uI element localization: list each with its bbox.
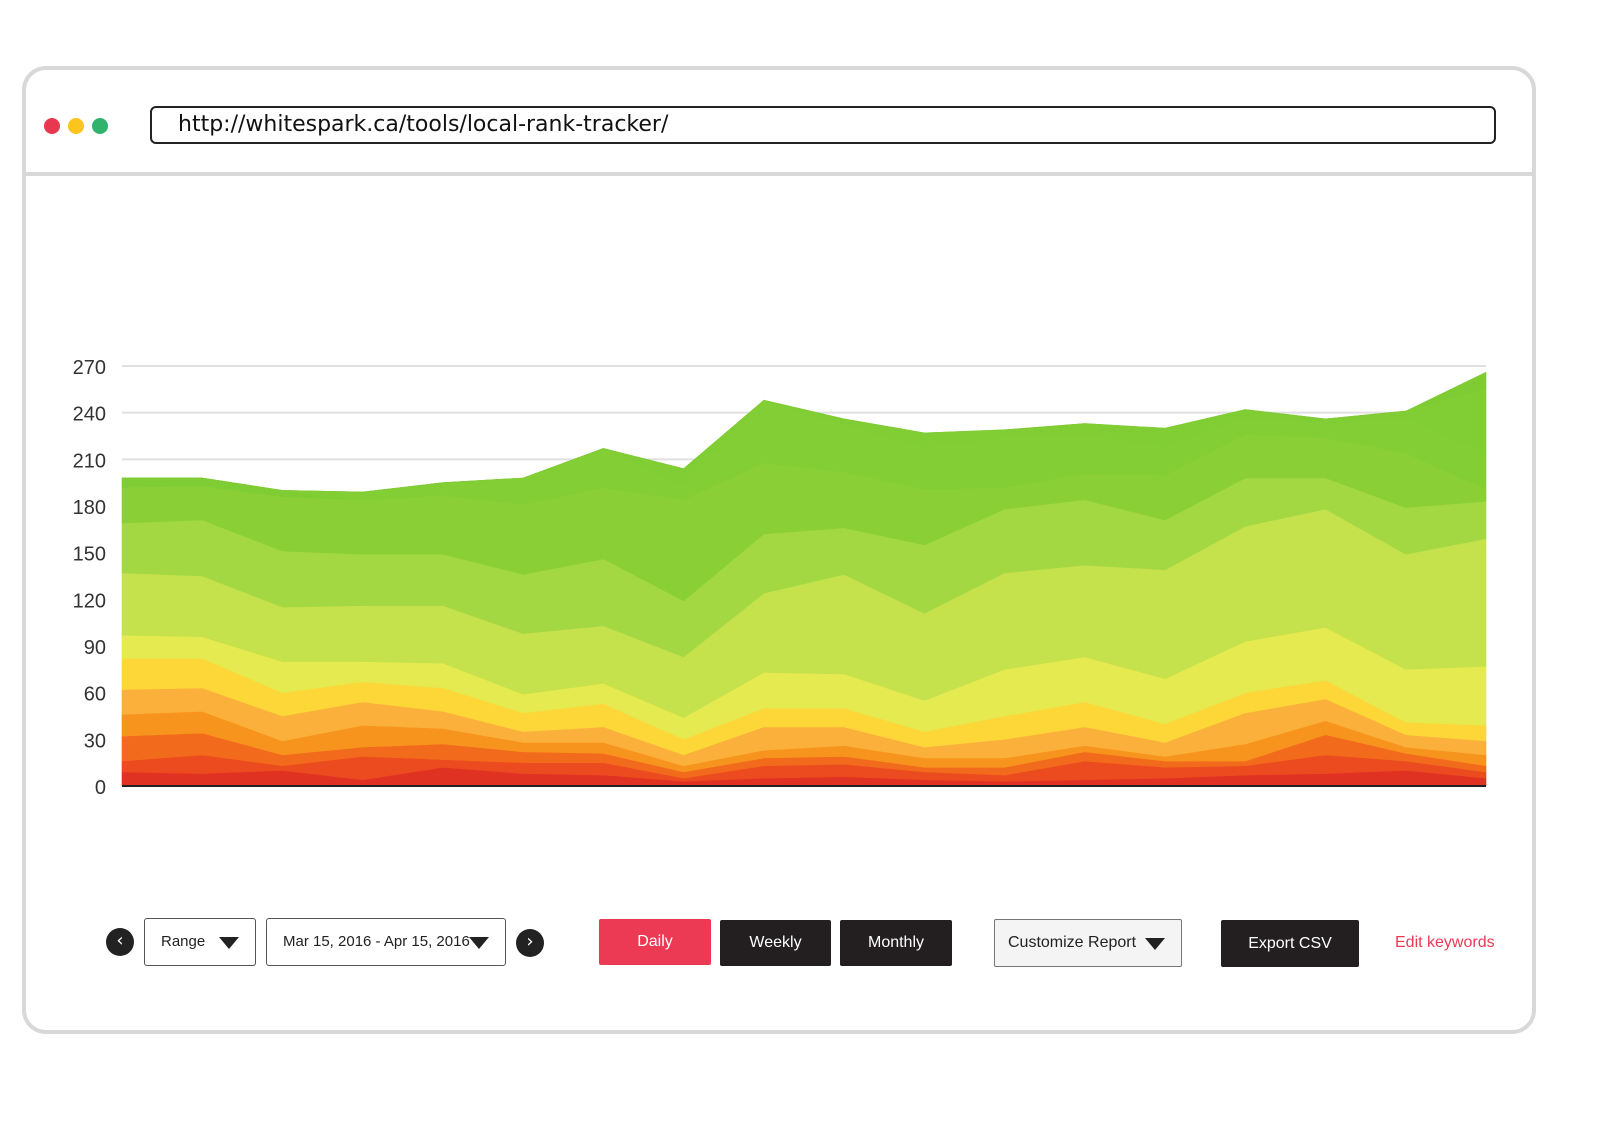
tab-monthly[interactable]: Monthly bbox=[840, 920, 952, 966]
tab-monthly-label: Monthly bbox=[867, 934, 925, 951]
y-tick-label: 90 bbox=[84, 637, 106, 659]
chevron-right-icon: › bbox=[526, 931, 534, 952]
y-tick-label: 0 bbox=[95, 777, 106, 799]
range-select[interactable]: Range bbox=[144, 918, 256, 966]
minimize-window-dot[interactable] bbox=[68, 118, 84, 134]
y-tick-label: 30 bbox=[84, 730, 106, 752]
y-tick-label: 270 bbox=[73, 357, 106, 379]
tab-daily[interactable]: Daily bbox=[599, 919, 711, 965]
next-range-button[interactable]: › bbox=[516, 929, 544, 957]
y-tick-label: 120 bbox=[73, 590, 106, 612]
y-tick-label: 60 bbox=[84, 684, 106, 706]
date-range-select[interactable]: Mar 15, 2016 - Apr 15, 2016 bbox=[266, 918, 506, 966]
customize-report-select[interactable]: Customize Report bbox=[994, 919, 1182, 967]
edit-keywords-link[interactable]: Edit keywords bbox=[1395, 934, 1495, 951]
browser-toolbar: http://whitespark.ca/tools/local-rank-tr… bbox=[26, 70, 1532, 176]
chevron-down-icon bbox=[1145, 938, 1165, 950]
date-range-label: Mar 15, 2016 - Apr 15, 2016 bbox=[283, 933, 470, 950]
chevron-left-icon: ‹ bbox=[116, 930, 124, 951]
customize-report-label: Customize Report bbox=[1008, 934, 1137, 951]
y-tick-label: 180 bbox=[73, 497, 106, 519]
export-csv-label: Export CSV bbox=[1248, 935, 1332, 952]
tab-daily-label: Daily bbox=[637, 933, 673, 950]
chevron-down-icon bbox=[469, 937, 489, 949]
y-tick-label: 210 bbox=[73, 450, 106, 472]
tab-weekly[interactable]: Weekly bbox=[720, 920, 831, 966]
address-bar[interactable]: http://whitespark.ca/tools/local-rank-tr… bbox=[150, 106, 1496, 144]
close-window-dot[interactable] bbox=[44, 118, 60, 134]
chevron-down-icon bbox=[219, 937, 239, 949]
range-select-label: Range bbox=[161, 933, 206, 950]
maximize-window-dot[interactable] bbox=[92, 118, 108, 134]
previous-range-button[interactable]: ‹ bbox=[106, 928, 134, 956]
y-tick-label: 240 bbox=[73, 404, 106, 426]
tab-weekly-label: Weekly bbox=[749, 934, 802, 951]
url-text: http://whitespark.ca/tools/local-rank-tr… bbox=[178, 112, 669, 137]
area-series-14 bbox=[122, 371, 1487, 493]
y-tick-label: 150 bbox=[73, 544, 106, 566]
export-csv-button[interactable]: Export CSV bbox=[1221, 920, 1359, 967]
